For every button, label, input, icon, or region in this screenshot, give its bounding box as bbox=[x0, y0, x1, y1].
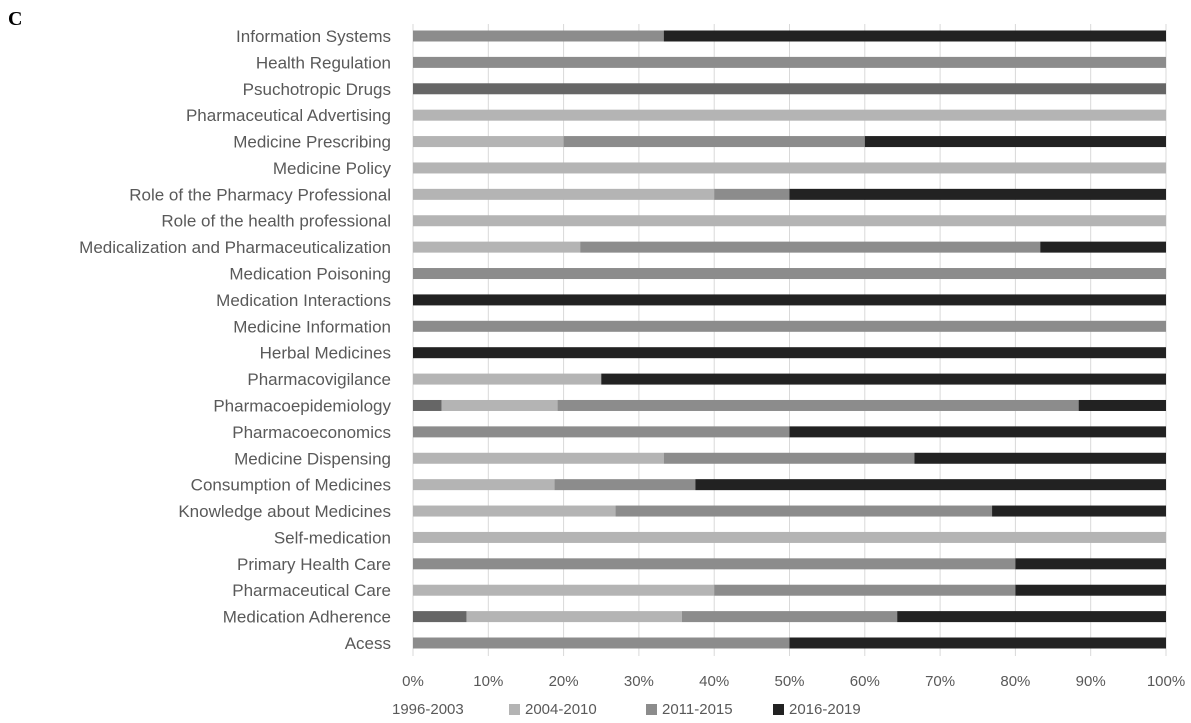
bar-segment bbox=[413, 320, 1166, 332]
bar-segment bbox=[413, 531, 1166, 543]
bar-segment bbox=[466, 611, 682, 623]
gridlines bbox=[412, 24, 1167, 656]
x-tick-labels: 0% 10% 20% 30% 40% 50% 60% 70% 80% 90% 100% bbox=[402, 673, 1185, 690]
bar-segment bbox=[413, 136, 564, 148]
category-label: Medicine Prescribing bbox=[233, 133, 391, 152]
bar-segment bbox=[1015, 584, 1166, 596]
bar-segment bbox=[789, 188, 1166, 200]
bar-segment bbox=[580, 241, 1041, 253]
bar-segment bbox=[413, 56, 1166, 68]
category-label: Information Systems bbox=[236, 27, 391, 46]
category-label: Pharmacoeconomics bbox=[232, 423, 391, 442]
bar-segment bbox=[413, 241, 581, 253]
category-label: Medicalization and Pharmaceuticalization bbox=[79, 238, 391, 257]
legend-label: 1996-2003 bbox=[392, 701, 464, 718]
bar-segment bbox=[441, 399, 558, 411]
bar-segment bbox=[413, 479, 555, 491]
bar-segment bbox=[663, 30, 1166, 42]
legend: 1996-2003 2004-2010 2011-2015 2016-2019 bbox=[392, 701, 861, 718]
bar-segment bbox=[413, 268, 1166, 280]
category-label: Medicine Dispensing bbox=[234, 449, 391, 468]
bar-segment bbox=[864, 136, 1166, 148]
category-label: Knowledge about Medicines bbox=[178, 502, 391, 521]
x-tick-label: 70% bbox=[925, 673, 955, 690]
bar-segment bbox=[413, 399, 442, 411]
bar-segment bbox=[914, 452, 1166, 464]
bar-segment bbox=[897, 611, 1166, 623]
bar-segment bbox=[681, 611, 898, 623]
bar-segment bbox=[714, 584, 1016, 596]
bar-segment bbox=[554, 479, 696, 491]
category-label: Primary Health Care bbox=[237, 555, 391, 574]
category-label: Herbal Medicines bbox=[260, 344, 391, 363]
bar-segment bbox=[413, 347, 1166, 359]
bars bbox=[413, 30, 1166, 649]
category-label: Self-medication bbox=[274, 528, 391, 547]
bar-segment bbox=[413, 452, 664, 464]
bar-segment bbox=[1040, 241, 1166, 253]
bar-segment bbox=[413, 294, 1166, 306]
legend-label: 2016-2019 bbox=[789, 701, 861, 718]
bar-segment bbox=[563, 136, 865, 148]
legend-label: 2011-2015 bbox=[662, 701, 733, 718]
category-label: Medication Poisoning bbox=[229, 265, 391, 284]
bar-segment bbox=[413, 188, 715, 200]
bar-segment bbox=[789, 426, 1166, 438]
x-tick-label: 10% bbox=[473, 673, 503, 690]
x-tick-label: 30% bbox=[624, 673, 654, 690]
x-tick-label: 80% bbox=[1000, 673, 1030, 690]
x-tick-label: 40% bbox=[699, 673, 729, 690]
category-label: Medicine Policy bbox=[273, 159, 392, 178]
bar-segment bbox=[413, 215, 1166, 227]
bar-segment bbox=[557, 399, 1079, 411]
category-label: Medication Adherence bbox=[223, 608, 391, 627]
bar-segment bbox=[663, 452, 915, 464]
bar-segment bbox=[413, 505, 616, 517]
x-tick-label: 100% bbox=[1147, 673, 1185, 690]
bar-segment bbox=[413, 30, 664, 42]
legend-swatch bbox=[773, 704, 784, 715]
category-label: Role of the Pharmacy Professional bbox=[129, 185, 391, 204]
bar-segment bbox=[714, 188, 790, 200]
bar-segment bbox=[695, 479, 1166, 491]
category-label: Pharmaceutical Advertising bbox=[186, 106, 391, 125]
legend-swatch bbox=[509, 704, 520, 715]
x-tick-label: 60% bbox=[850, 673, 880, 690]
category-label: Consumption of Medicines bbox=[191, 476, 391, 495]
category-labels: Information Systems Health Regulation Psuc… bbox=[79, 27, 391, 653]
x-tick-label: 90% bbox=[1076, 673, 1106, 690]
panel-label: C bbox=[8, 8, 23, 30]
bar-segment bbox=[413, 109, 1166, 121]
bar-segment bbox=[413, 584, 715, 596]
category-label: Role of the health professional bbox=[161, 212, 391, 231]
bar-segment bbox=[413, 558, 1016, 570]
category-label: Pharmacoepidemiology bbox=[213, 396, 391, 415]
x-tick-label: 20% bbox=[549, 673, 579, 690]
bar-segment bbox=[413, 162, 1166, 174]
x-tick-label: 50% bbox=[774, 673, 804, 690]
category-label: Medicine Information bbox=[233, 317, 391, 336]
bar-segment bbox=[1078, 399, 1166, 411]
bar-segment bbox=[413, 426, 790, 438]
bar-segment bbox=[413, 637, 790, 649]
category-label: Health Regulation bbox=[256, 53, 391, 72]
legend-swatch bbox=[646, 704, 657, 715]
bar-segment bbox=[601, 373, 1166, 385]
category-label: Pharmaceutical Care bbox=[232, 581, 391, 600]
bar-segment bbox=[615, 505, 993, 517]
category-label: Acess bbox=[345, 634, 391, 653]
category-label: Medication Interactions bbox=[216, 291, 391, 310]
bar-segment bbox=[413, 83, 1166, 95]
bar-segment bbox=[413, 611, 467, 623]
category-label: Pharmacovigilance bbox=[247, 370, 391, 389]
bar-segment bbox=[413, 373, 602, 385]
bar-segment bbox=[789, 637, 1166, 649]
bar-segment bbox=[1015, 558, 1166, 570]
category-label: Psuchotropic Drugs bbox=[243, 80, 391, 99]
bar-segment bbox=[992, 505, 1166, 517]
x-tick-label: 0% bbox=[402, 673, 424, 690]
legend-label: 2004-2010 bbox=[525, 701, 597, 718]
